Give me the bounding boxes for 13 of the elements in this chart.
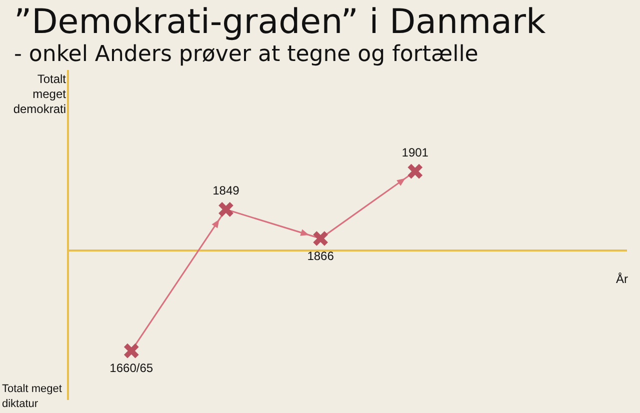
x-tick-label: 1901 (402, 146, 429, 160)
text: År (616, 272, 628, 286)
point (218, 201, 234, 218)
x-tick-label: 1849 (212, 184, 240, 198)
chart-subtitle: - onkel Anders prøver at tegne og fortælle (14, 42, 478, 67)
point (312, 230, 329, 247)
x-tick-label: 1866 (307, 248, 334, 263)
point (123, 342, 140, 360)
chart-title: ”Demokrati-graden” i Danmark (14, 2, 546, 42)
text: Totalt meget diktatur (2, 382, 66, 412)
text: Totalt meget demokrati (12, 72, 66, 117)
point (406, 163, 424, 180)
x-tick-label: 1660/65 (110, 361, 154, 376)
